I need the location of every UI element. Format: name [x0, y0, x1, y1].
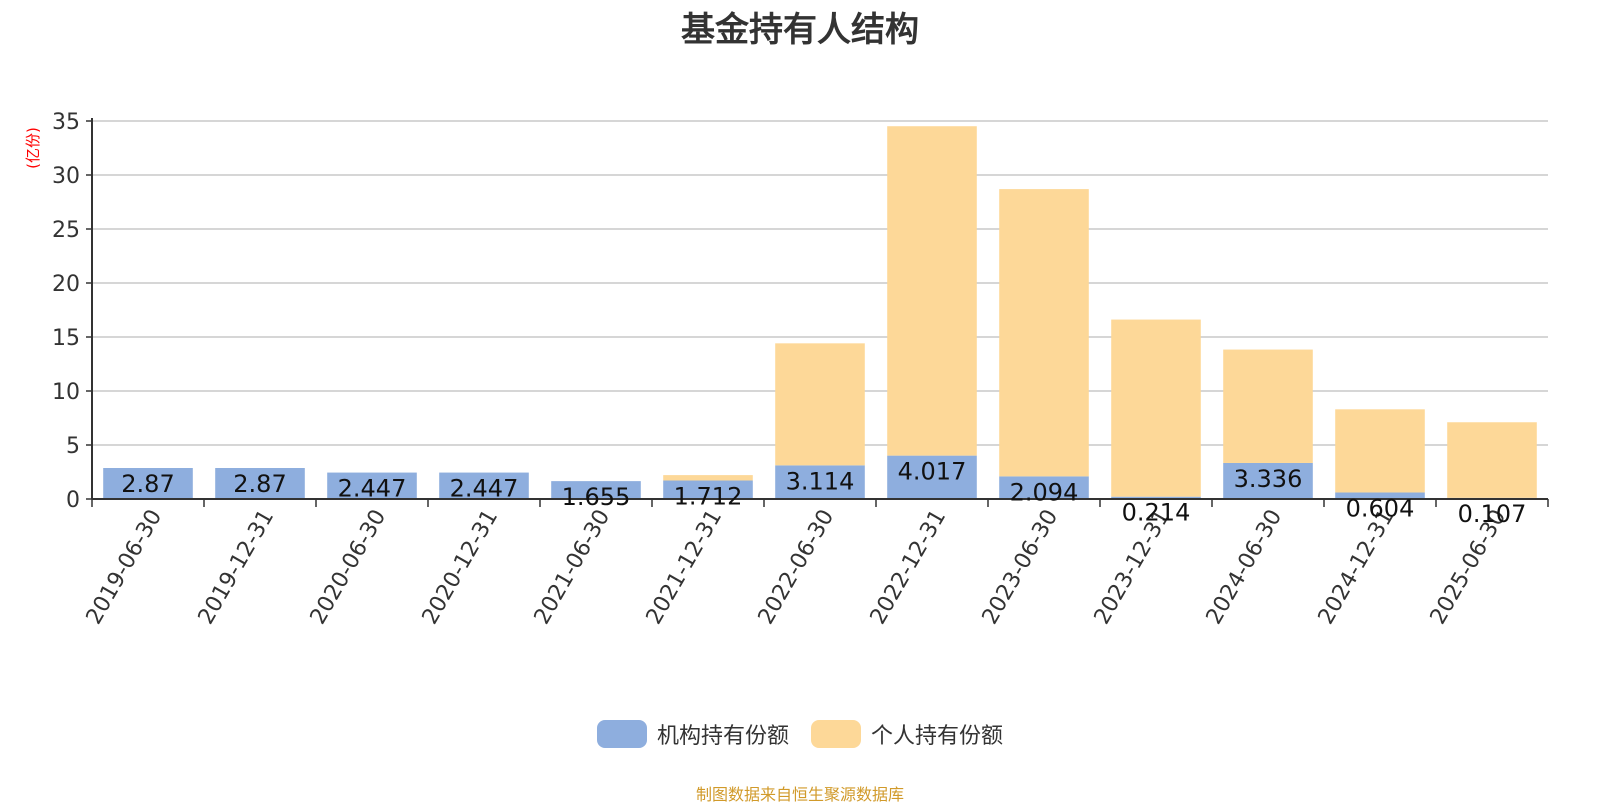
bar-institutional [775, 465, 865, 499]
y-tick-label: 20 [52, 272, 80, 297]
bar-institutional [551, 481, 641, 499]
x-tick-label: 2020-06-30 [306, 506, 392, 629]
bars [103, 126, 1537, 499]
y-tick-label: 35 [52, 110, 80, 135]
bar-individual [663, 475, 753, 481]
bar-individual [1111, 319, 1201, 497]
legend-item-individual[interactable]: 个人持有份额 [811, 718, 1003, 750]
bar-individual [999, 189, 1089, 477]
data-label: 4.017 [898, 458, 967, 486]
bar-institutional [663, 480, 753, 499]
data-label: 1.712 [674, 483, 743, 511]
x-tick-label: 2021-12-31 [642, 506, 728, 629]
bar-institutional [887, 455, 977, 499]
legend-item-institutional[interactable]: 机构持有份额 [596, 718, 789, 750]
data-label: 2.094 [1010, 478, 1079, 506]
y-tick-label: 5 [66, 434, 80, 459]
bar-individual [1223, 349, 1313, 463]
x-tick-label: 2024-12-31 [1314, 506, 1400, 629]
x-tick-label: 2020-12-31 [418, 506, 504, 629]
legend: 机构持有份额 个人持有份额 [0, 718, 1600, 750]
bar-institutional [103, 468, 193, 499]
bar-institutional [1223, 462, 1313, 499]
data-label: 2.447 [338, 475, 407, 503]
x-tick-label: 2022-06-30 [754, 506, 840, 629]
y-tick-label: 0 [66, 488, 80, 513]
bar-institutional [327, 472, 417, 499]
data-label: 2.447 [450, 475, 519, 503]
chart-title: 基金持有人结构 [681, 10, 919, 50]
bar-individual [775, 343, 865, 466]
data-labels: 2.87 2.87 2.447 2.447 1.655 1.712 3.114 4.017 2.… [121, 458, 1526, 528]
bar-institutional [1111, 496, 1201, 499]
data-label: 3.114 [786, 467, 855, 495]
bar-individual [887, 126, 977, 456]
legend-swatch-individual [811, 720, 861, 748]
x-tick-label: 2021-06-30 [530, 506, 616, 629]
bar-institutional [439, 472, 529, 499]
data-label: 1.655 [562, 483, 631, 511]
source-note: 制图数据来自恒生聚源数据库 [695, 785, 904, 804]
x-tick-label: 2022-12-31 [866, 506, 952, 629]
y-tick-label: 15 [52, 326, 80, 351]
y-tick-label: 30 [52, 164, 80, 189]
x-tick-label: 2019-06-30 [82, 506, 168, 629]
x-tick-label: 2024-06-30 [1202, 506, 1288, 629]
data-label: 0.214 [1122, 499, 1191, 527]
data-label: 2.87 [233, 470, 286, 498]
bar-individual [1335, 409, 1425, 493]
bar-institutional [999, 476, 1089, 499]
data-label: 0.107 [1458, 500, 1527, 528]
y-axis-title: (亿份) [24, 127, 42, 169]
data-label: 0.604 [1346, 494, 1415, 522]
y-tick-label: 10 [52, 380, 80, 405]
x-tick-label: 2019-12-31 [194, 506, 280, 629]
data-label: 2.87 [121, 470, 174, 498]
bar-individual [1447, 422, 1537, 498]
data-label: 3.336 [1234, 465, 1303, 493]
x-tick-label: 2023-06-30 [978, 506, 1064, 629]
legend-swatch-institutional [596, 720, 647, 748]
legend-label-institutional: 机构持有份额 [656, 724, 789, 749]
bar-institutional [215, 468, 305, 499]
bar-institutional [1335, 492, 1425, 499]
y-tick-label: 25 [52, 218, 80, 243]
legend-label-individual: 个人持有份额 [871, 724, 1004, 749]
